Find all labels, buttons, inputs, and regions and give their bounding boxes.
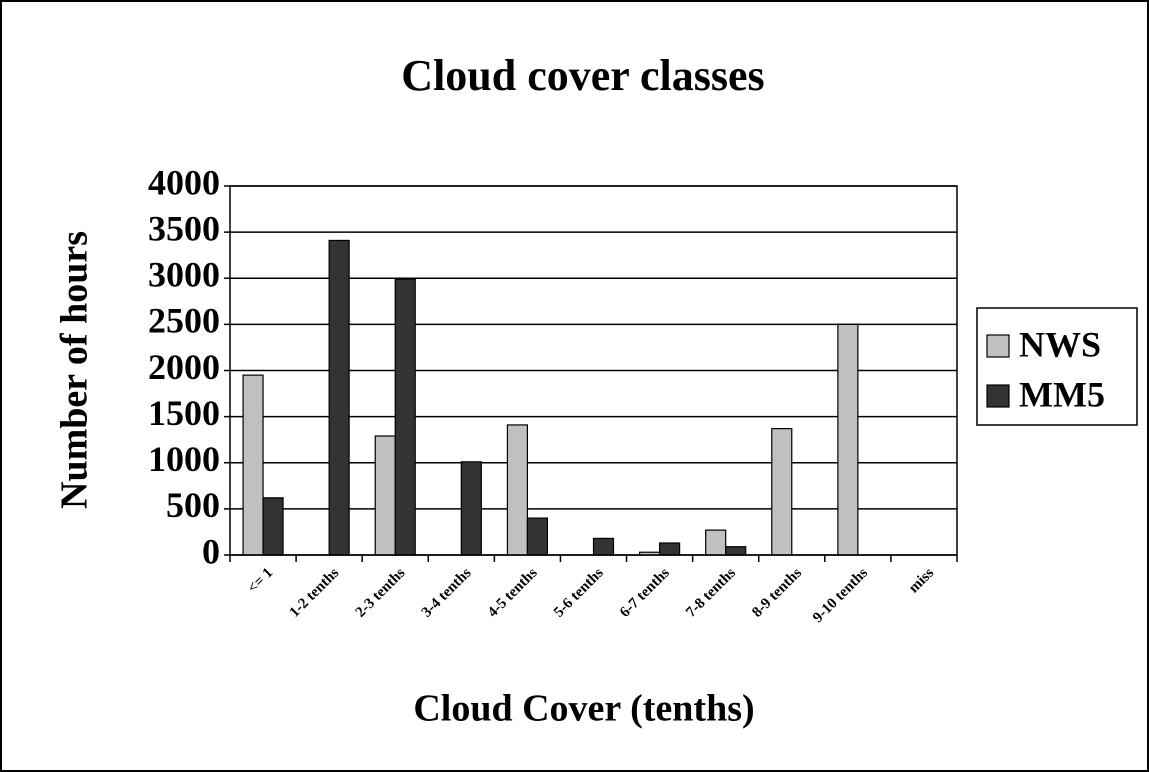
x-axis-title: Cloud Cover (tenths)	[413, 688, 754, 730]
y-tick-label: 1500	[148, 393, 220, 433]
bar	[262, 497, 284, 556]
legend-label: MM5	[1019, 374, 1105, 414]
y-tick-label: 3000	[148, 255, 220, 295]
y-tick-label: 500	[166, 485, 220, 525]
y-tick-label: 1000	[148, 439, 220, 479]
bar	[374, 435, 396, 556]
y-axis-title: Number of hours	[54, 231, 96, 509]
bar	[526, 517, 549, 556]
bar	[658, 542, 681, 556]
bar	[242, 374, 264, 556]
bar	[460, 461, 482, 556]
legend-label: NWS	[1019, 324, 1101, 364]
y-tick-label: 2000	[148, 347, 220, 387]
bar	[328, 239, 350, 556]
plot-border	[229, 185, 958, 556]
bar	[837, 323, 859, 556]
y-tick-label: 0	[202, 531, 220, 571]
bar	[771, 428, 793, 556]
y-tick-label: 3500	[148, 208, 220, 248]
legend-swatch	[986, 384, 1010, 408]
bar	[592, 537, 615, 556]
bar	[705, 529, 727, 556]
y-tick-label: 4000	[148, 162, 220, 202]
bar	[725, 546, 747, 556]
chart-title: Cloud cover classes	[401, 51, 764, 100]
bar	[506, 424, 529, 556]
y-tick-label: 2500	[148, 301, 220, 341]
bar	[394, 278, 416, 556]
legend-swatch	[986, 334, 1010, 358]
